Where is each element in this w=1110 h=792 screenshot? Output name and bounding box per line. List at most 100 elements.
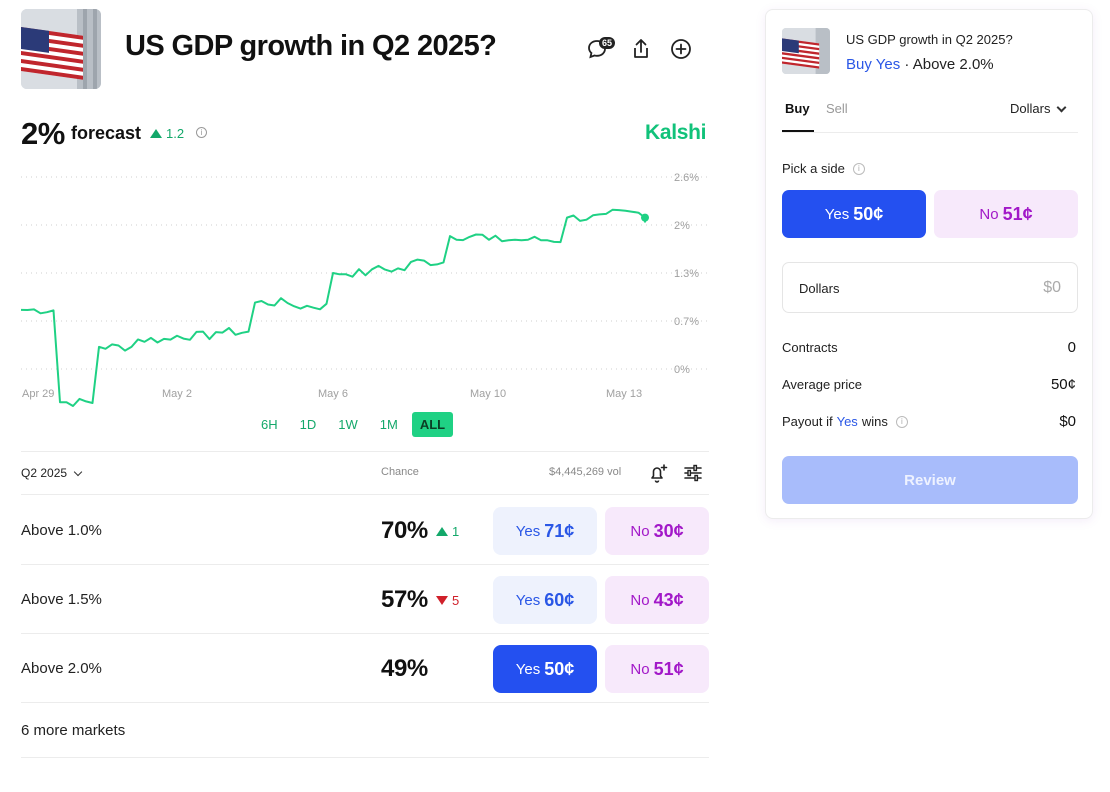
range-button-all[interactable]: ALL bbox=[411, 412, 454, 437]
yes-price: 71¢ bbox=[544, 520, 575, 541]
separator: · bbox=[900, 56, 913, 73]
share-icon bbox=[634, 39, 648, 58]
range-button-1w[interactable]: 1W bbox=[338, 417, 358, 432]
forecast-delta: 1.2 bbox=[150, 126, 184, 141]
down-triangle-icon bbox=[436, 596, 448, 605]
chevron-down-icon bbox=[1057, 102, 1067, 112]
buy-no-button[interactable]: No 30¢ bbox=[605, 507, 709, 555]
market-chance: 57% bbox=[381, 586, 428, 613]
buy-yes-button[interactable]: Yes 50¢ bbox=[493, 645, 597, 693]
range-button-6h[interactable]: 6H bbox=[261, 417, 278, 432]
brand-logo: Kalshi bbox=[645, 121, 707, 144]
divider bbox=[21, 702, 709, 703]
market-chance: 49% bbox=[381, 655, 428, 682]
buy-yes-button[interactable]: Yes 71¢ bbox=[493, 507, 597, 555]
range-button-1d[interactable]: 1D bbox=[299, 417, 317, 432]
bell-plus-icon bbox=[651, 464, 668, 483]
no-label: No bbox=[630, 591, 650, 609]
contracts-value: 0 bbox=[1067, 339, 1076, 356]
y-tick-label: 1.3% bbox=[674, 268, 699, 280]
pick-side-label: Pick a side i bbox=[782, 161, 865, 176]
yes-label: Yes bbox=[515, 660, 541, 678]
yes-price: 50¢ bbox=[544, 658, 575, 679]
no-label: No bbox=[979, 205, 999, 223]
range-button-1m[interactable]: 1M bbox=[379, 417, 398, 432]
market-delta-value: 5 bbox=[452, 593, 460, 608]
panel-title: US GDP growth in Q2 2025? bbox=[846, 32, 1013, 47]
payout-yes: Yes bbox=[836, 414, 858, 429]
x-tick-label: Apr 29 bbox=[22, 388, 54, 400]
forecast-label: forecast bbox=[71, 123, 142, 143]
more-markets-link[interactable]: 6 more markets bbox=[21, 722, 126, 739]
divider bbox=[21, 494, 709, 495]
forecast-value: 2% bbox=[21, 116, 65, 151]
no-price: 51¢ bbox=[653, 658, 684, 679]
latest-point bbox=[641, 213, 649, 222]
active-tab-indicator bbox=[782, 130, 814, 132]
y-tick-label: 2.6% bbox=[674, 172, 699, 184]
unit-dropdown[interactable]: Dollars bbox=[1010, 101, 1067, 116]
period-dropdown[interactable]: Q2 2025 bbox=[21, 466, 83, 480]
average-price-label: Average price bbox=[782, 377, 862, 392]
share-button[interactable] bbox=[626, 34, 656, 64]
no-label: No bbox=[630, 660, 650, 678]
x-tick-label: May 13 bbox=[606, 388, 642, 400]
y-tick-label: 0% bbox=[674, 364, 690, 376]
no-side-button[interactable]: No 51¢ bbox=[934, 190, 1078, 238]
payout-label: Payout if Yes wins i bbox=[782, 414, 908, 429]
us-flag-image bbox=[21, 9, 101, 89]
market-delta-value: 1 bbox=[452, 524, 460, 539]
market-chance: 70% bbox=[381, 517, 428, 544]
volume-label: $4,445,269 vol bbox=[549, 466, 622, 478]
alert-button[interactable] bbox=[643, 458, 673, 488]
no-label: No bbox=[630, 522, 650, 540]
us-flag-image bbox=[782, 28, 830, 74]
market-delta: 5 bbox=[436, 593, 459, 608]
review-button[interactable]: Review bbox=[782, 456, 1078, 504]
x-tick-label: May 2 bbox=[162, 388, 192, 400]
panel-thumbnail bbox=[782, 28, 830, 74]
yes-price: 50¢ bbox=[853, 203, 884, 224]
pick-side-text: Pick a side bbox=[782, 161, 845, 176]
forecast-chart: 2.6% 2% 1.3% 0.7% 0% Apr 29 May 2 May 6 May 10 Ma… bbox=[20, 172, 708, 407]
yes-label: Yes bbox=[515, 522, 541, 540]
amount-input[interactable]: Dollars $0 bbox=[782, 262, 1078, 313]
info-icon[interactable]: i bbox=[852, 162, 865, 175]
payout-pre: Payout if bbox=[782, 414, 833, 429]
series-line bbox=[20, 208, 646, 407]
yes-side-button[interactable]: Yes 50¢ bbox=[782, 190, 926, 238]
amount-label: Dollars bbox=[799, 281, 840, 296]
average-price-value: 50¢ bbox=[1050, 376, 1076, 393]
filter-button[interactable] bbox=[678, 458, 708, 488]
buy-no-button[interactable]: No 43¢ bbox=[605, 576, 709, 624]
chance-header: Chance bbox=[381, 466, 419, 478]
info-icon[interactable]: i bbox=[895, 415, 908, 428]
up-triangle-icon bbox=[150, 129, 162, 138]
no-price: 30¢ bbox=[653, 520, 684, 541]
divider bbox=[21, 564, 709, 565]
comments-button[interactable]: 65 bbox=[582, 34, 616, 64]
add-to-watchlist-button[interactable] bbox=[666, 34, 696, 64]
comment-count-badge: 65 bbox=[599, 37, 616, 49]
y-tick-label: 0.7% bbox=[674, 316, 699, 328]
market-label: Above 2.0% bbox=[21, 660, 102, 677]
divider bbox=[21, 633, 709, 634]
panel-subtitle: Buy Yes · Above 2.0% bbox=[846, 56, 994, 73]
x-tick-label: May 10 bbox=[470, 388, 506, 400]
yes-label: Yes bbox=[515, 591, 541, 609]
tab-sell[interactable]: Sell bbox=[826, 101, 848, 116]
market-label: Above 1.0% bbox=[21, 522, 102, 539]
y-tick-label: 2% bbox=[674, 220, 690, 232]
divider bbox=[21, 757, 709, 758]
market-delta: 1 bbox=[436, 524, 459, 539]
event-thumbnail bbox=[21, 9, 101, 89]
buy-side-label: Buy Yes bbox=[846, 56, 901, 73]
buy-yes-button[interactable]: Yes 60¢ bbox=[493, 576, 597, 624]
no-price: 43¢ bbox=[653, 589, 684, 610]
forecast-delta-value: 1.2 bbox=[166, 126, 185, 141]
divider bbox=[782, 132, 1078, 133]
buy-no-button[interactable]: No 51¢ bbox=[605, 645, 709, 693]
info-icon[interactable]: i bbox=[196, 127, 207, 138]
yes-price: 60¢ bbox=[544, 589, 575, 610]
tab-buy[interactable]: Buy bbox=[785, 101, 810, 116]
